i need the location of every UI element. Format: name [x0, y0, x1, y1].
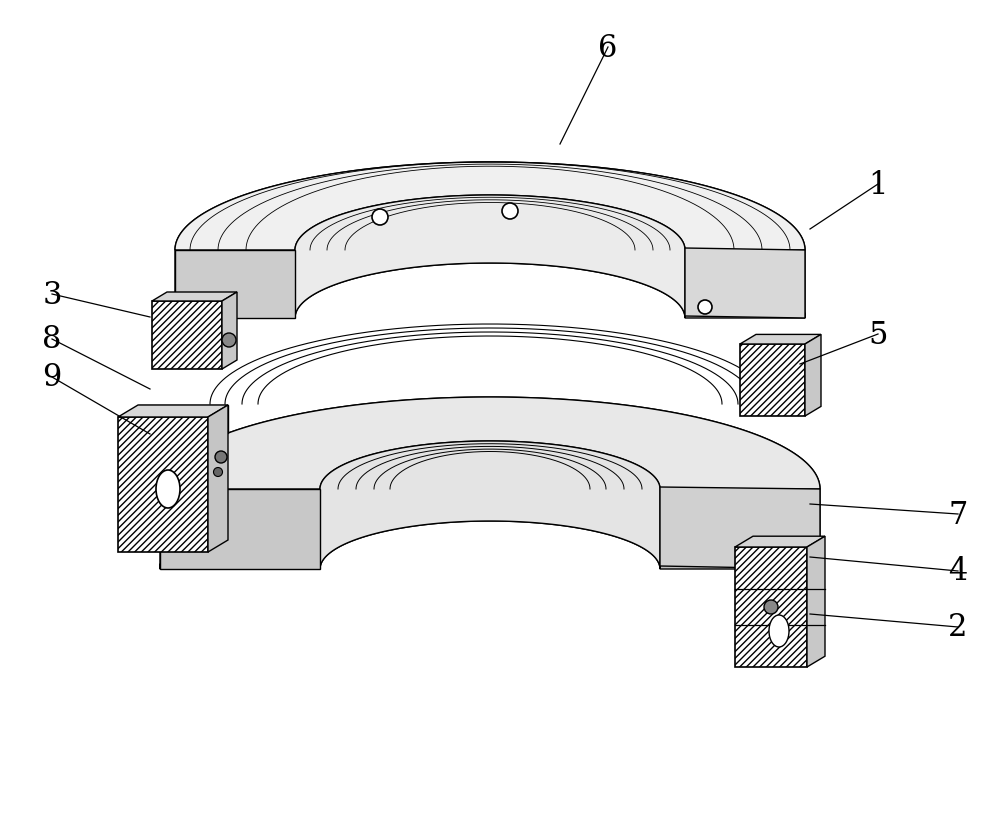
Text: 6: 6 — [598, 33, 618, 64]
Text: 1: 1 — [868, 170, 888, 201]
Circle shape — [698, 301, 712, 314]
Polygon shape — [175, 163, 805, 251]
Polygon shape — [660, 487, 820, 569]
Polygon shape — [805, 335, 821, 416]
Circle shape — [372, 210, 388, 226]
Polygon shape — [175, 231, 805, 319]
Circle shape — [764, 600, 778, 614]
Text: 4: 4 — [948, 556, 968, 587]
Polygon shape — [735, 537, 825, 548]
Polygon shape — [735, 548, 807, 667]
Text: 2: 2 — [948, 612, 968, 643]
Polygon shape — [160, 489, 320, 569]
Polygon shape — [740, 344, 805, 416]
Polygon shape — [175, 163, 805, 319]
Polygon shape — [208, 405, 228, 553]
Circle shape — [214, 468, 223, 477]
Circle shape — [222, 334, 236, 348]
Text: 7: 7 — [948, 499, 968, 530]
Polygon shape — [685, 248, 805, 319]
Polygon shape — [138, 405, 228, 434]
Polygon shape — [152, 302, 222, 370]
Polygon shape — [118, 417, 208, 553]
Circle shape — [215, 451, 227, 463]
Text: 5: 5 — [868, 319, 888, 350]
Polygon shape — [175, 251, 295, 319]
Ellipse shape — [156, 471, 180, 508]
Ellipse shape — [769, 615, 789, 647]
Polygon shape — [320, 441, 660, 569]
Circle shape — [502, 204, 518, 220]
Polygon shape — [118, 405, 228, 417]
Text: 3: 3 — [42, 279, 62, 310]
Polygon shape — [740, 335, 821, 344]
Polygon shape — [160, 398, 820, 489]
Text: 9: 9 — [42, 362, 62, 393]
Polygon shape — [295, 196, 685, 319]
Polygon shape — [222, 293, 237, 370]
Polygon shape — [160, 477, 820, 569]
Text: 8: 8 — [42, 324, 62, 355]
Polygon shape — [160, 398, 820, 569]
Polygon shape — [152, 293, 237, 302]
Polygon shape — [807, 537, 825, 667]
